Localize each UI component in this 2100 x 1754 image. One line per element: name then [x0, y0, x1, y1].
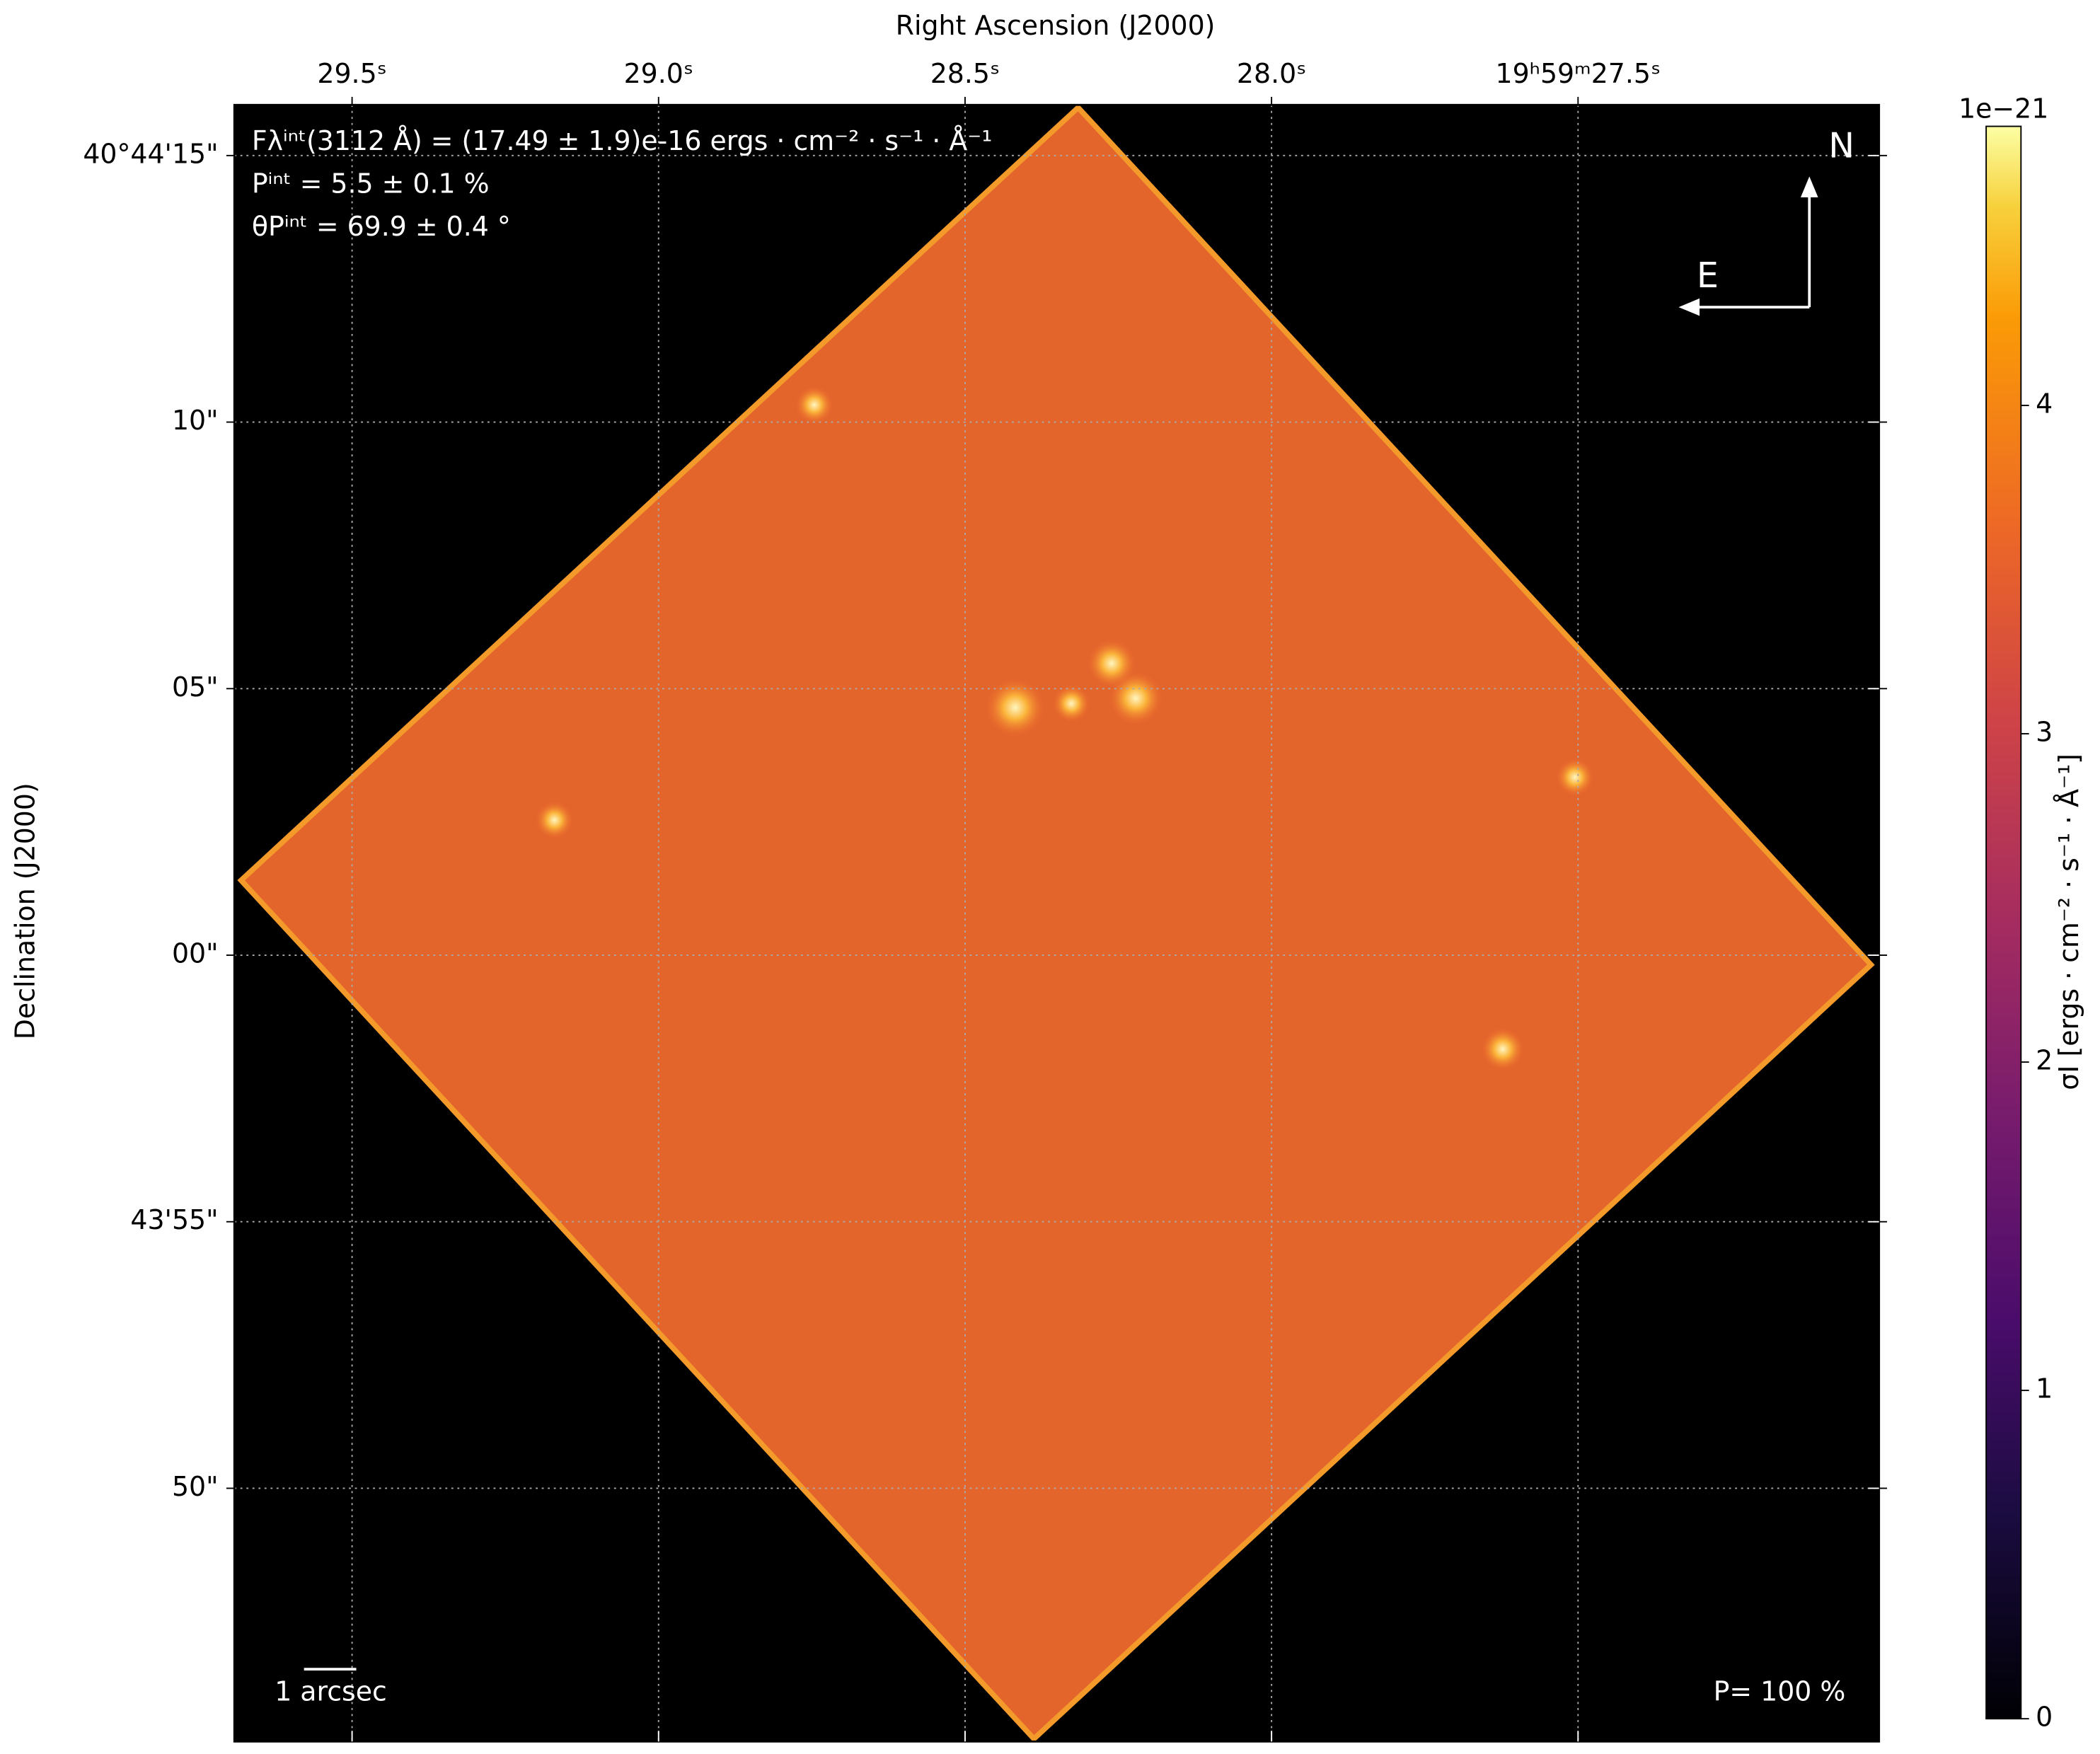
x-tick-label: 28.0ˢ [1237, 58, 1306, 89]
y-tick-label: 50" [172, 1471, 219, 1502]
colorbar-label: σI [ergs · cm⁻² · s⁻¹ · Å⁻¹] [2053, 754, 2084, 1090]
scale-bar-label: 1 arcsec [275, 1676, 387, 1707]
grid [234, 105, 1879, 1742]
image [237, 103, 1875, 1743]
colorbar-offset: 1e−21 [1958, 93, 2048, 124]
colorbar-tick-label: 0 [2036, 1702, 2053, 1733]
x-tick-label: 29.0ˢ [624, 58, 693, 89]
colorbar [1985, 125, 2022, 1720]
x-tick-label: 28.5ˢ [930, 58, 1000, 89]
compass [1678, 176, 1818, 316]
y-tick-label: 40°44'15" [83, 138, 218, 169]
compass-east: E [1697, 255, 1719, 296]
colorbar-tick-label: 3 [2036, 717, 2053, 748]
colorbar-tick-label: 4 [2036, 388, 2053, 419]
x-tick-label: 19ʰ59ᵐ27.5ˢ [1496, 58, 1661, 89]
x-tick-label: 29.5ˢ [317, 58, 386, 89]
x-label: Right Ascension (J2000) [896, 10, 1216, 41]
pol-scale-label: P= 100 % [1714, 1676, 1846, 1707]
y-tick-label: 10" [172, 405, 219, 436]
compass-north: N [1828, 125, 1854, 166]
annotation: Fλⁱⁿᵗ(3112 Å) = (17.49 ± 1.9)e-16 ergs ·… [252, 125, 993, 156]
y-label: Declination (J2000) [9, 783, 40, 1039]
y-tick-label: 43'55" [130, 1204, 218, 1235]
colorbar-tick-label: 1 [2036, 1373, 2053, 1404]
annotation: θPⁱⁿᵗ = 69.9 ± 0.4 ° [252, 211, 511, 242]
bright-sources [536, 386, 1594, 1071]
y-tick-label: 00" [172, 938, 219, 969]
annotation: Pⁱⁿᵗ = 5.5 ± 0.1 % [252, 168, 490, 199]
y-tick-label: 05" [172, 671, 219, 703]
colorbar-tick-label: 2 [2036, 1045, 2053, 1076]
axes-frame [233, 103, 1881, 1743]
